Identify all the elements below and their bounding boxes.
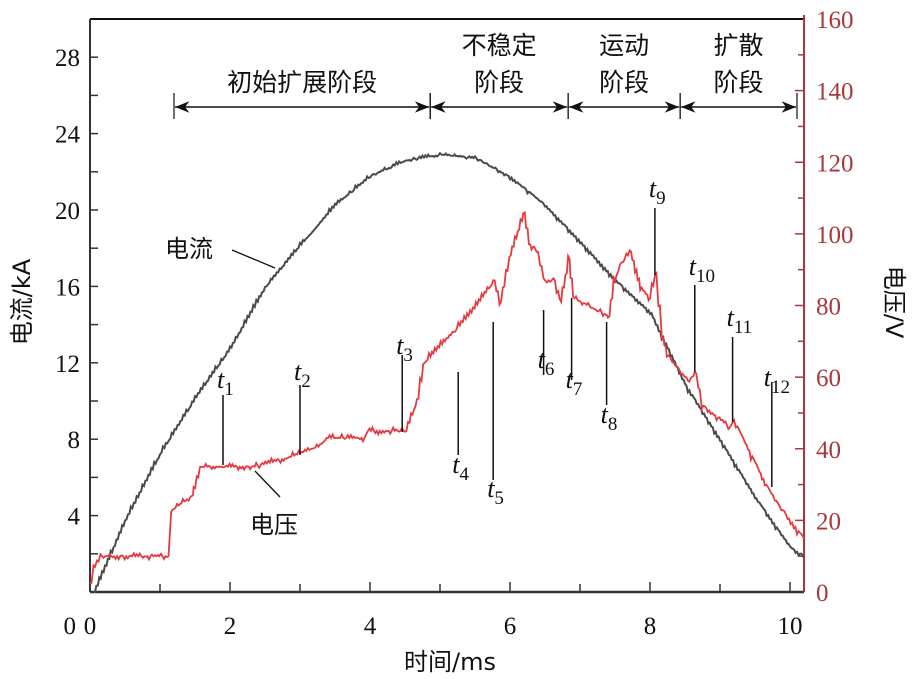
x-tick-label: 10 <box>778 613 803 640</box>
y-left-tick-label: 28 <box>55 45 80 72</box>
x-axis-label: 时间/ms <box>404 648 496 676</box>
x-tick-label: 0 <box>84 613 97 640</box>
phase-label-line2: 阶段 <box>714 68 764 97</box>
phase-label: 初始扩展阶段 <box>227 68 377 97</box>
marker-label-t1: t1 <box>217 365 234 400</box>
marker-label-t12: t12 <box>764 363 790 398</box>
marker-label-t5: t5 <box>487 474 504 509</box>
phase-label-line1: 不稳定 <box>462 31 537 60</box>
marker-label-t4: t4 <box>452 450 469 485</box>
y-left-tick-label: 12 <box>55 351 80 378</box>
voltage-label-leader <box>254 470 281 498</box>
phase-label-line2: 阶段 <box>599 68 649 97</box>
y-left-tick-label: 16 <box>55 274 80 301</box>
y-right-tick-label: 40 <box>816 437 841 464</box>
y-left-tick-label: 4 <box>68 504 81 531</box>
x-tick-label: 4 <box>364 613 377 640</box>
y-axis-label-left: 电流/kA <box>8 258 36 345</box>
y-right-tick-label: 100 <box>816 222 854 249</box>
y-right-tick-label: 20 <box>816 508 841 535</box>
y-right-tick-label: 160 <box>816 7 854 34</box>
current-line <box>93 151 805 593</box>
marker-label-t7: t7 <box>566 365 583 400</box>
phase-label-line2: 阶段 <box>474 68 524 97</box>
y-left-tick-label: 0 <box>64 613 77 640</box>
marker-label-t8: t8 <box>601 400 618 435</box>
y-right-tick-label: 80 <box>816 294 841 321</box>
voltage-line <box>89 210 805 585</box>
current-label-leader <box>231 249 276 269</box>
marker-label-t11: t11 <box>727 303 753 338</box>
y-left-tick-label: 20 <box>55 198 80 225</box>
marker-label-t3: t3 <box>396 331 413 366</box>
marker-label-t10: t10 <box>689 252 715 287</box>
marker-label-t9: t9 <box>649 174 666 209</box>
marker-label-t6: t6 <box>538 345 555 380</box>
y-right-tick-label: 0 <box>816 580 829 607</box>
x-tick-label: 6 <box>504 613 517 640</box>
y-right-tick-label: 120 <box>816 150 854 177</box>
x-tick-label: 2 <box>224 613 237 640</box>
marker-label-t2: t2 <box>294 357 311 392</box>
phase-label-line1: 运动 <box>599 31 649 60</box>
y-left-tick-label: 8 <box>68 427 81 454</box>
voltage-series-label: 电压 <box>250 511 298 539</box>
y-right-tick-label: 140 <box>816 79 854 106</box>
current-series-label: 电流 <box>165 235 213 263</box>
phase-label-line1: 扩散 <box>714 31 764 60</box>
x-tick-label: 8 <box>644 613 657 640</box>
y-right-tick-label: 60 <box>816 365 841 392</box>
y-axis-label-right: 电压/V <box>880 266 908 339</box>
y-left-tick-label: 24 <box>55 122 81 149</box>
